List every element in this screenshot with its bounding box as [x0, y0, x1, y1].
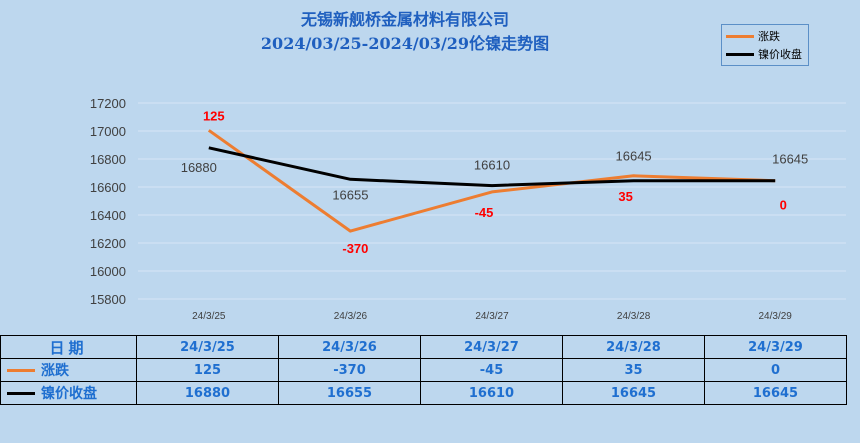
table-swatch-close — [7, 391, 35, 395]
chart-title-line2: 2024/03/25-2024/03/29伦镍走势图 — [260, 34, 550, 53]
table-row-label-text: 涨跌 — [41, 363, 69, 379]
table-date-cell: 24/3/26 — [278, 335, 421, 359]
x-tick-label: 24/3/27 — [475, 311, 509, 322]
table-row-label-change: 涨跌 — [0, 358, 137, 382]
chart-legend: 涨跌 镍价收盘 — [721, 24, 809, 66]
table-header-row: 日期 24/3/25 24/3/26 24/3/27 24/3/28 24/3/… — [0, 335, 847, 359]
x-tick-label: 24/3/28 — [617, 311, 651, 322]
table-date-cell: 24/3/29 — [704, 335, 847, 359]
legend-label-change: 涨跌 — [758, 30, 780, 43]
table-cell: 0 — [704, 358, 847, 382]
series-line-change — [207, 129, 776, 233]
table-cell: 125 — [136, 358, 279, 382]
table-date-cell: 24/3/25 — [136, 335, 279, 359]
table-cell: -370 — [278, 358, 421, 382]
table-cell: 16645 — [704, 381, 847, 405]
legend-item-change: 涨跌 — [726, 28, 780, 44]
table-cell: -45 — [420, 358, 563, 382]
table-date-cell: 24/3/27 — [420, 335, 563, 359]
table-date-cell: 24/3/28 — [562, 335, 705, 359]
data-label-close: 16655 — [332, 187, 368, 202]
x-tick-label: 24/3/26 — [334, 311, 368, 322]
table-row-label-text: 镍价收盘 — [41, 386, 97, 402]
data-label-change: 0 — [780, 198, 787, 213]
y-tick-label: 16000 — [90, 264, 126, 279]
x-tick-label: 24/3/25 — [192, 311, 226, 322]
table-swatch-change — [7, 368, 35, 372]
y-tick-label: 16400 — [90, 208, 126, 223]
table-row-change: 涨跌 125 -370 -45 35 0 — [0, 358, 847, 382]
y-tick-label: 16800 — [90, 152, 126, 167]
data-label-close: 16645 — [772, 152, 808, 167]
series-line-close — [208, 146, 776, 188]
data-label-change: -370 — [342, 241, 368, 256]
x-tick-label: 24/3/29 — [759, 311, 793, 322]
table-row-label-close: 镍价收盘 — [0, 381, 137, 405]
data-label-close: 16880 — [181, 160, 217, 175]
chart-title: 无锡新舰桥金属材料有限公司 2024/03/25-2024/03/29伦镍走势图 — [0, 8, 810, 56]
line-chart: 15800 16000 16200 16400 16600 16800 17000 17200… — [90, 96, 846, 322]
y-tick-label: 15800 — [90, 292, 126, 307]
data-table: 日期 24/3/25 24/3/26 24/3/27 24/3/28 24/3/… — [0, 335, 847, 405]
y-tick-label: 17000 — [90, 124, 126, 139]
y-tick-label: 16200 — [90, 236, 126, 251]
table-header-label: 日期 — [0, 335, 137, 359]
data-label-change: 125 — [203, 108, 225, 123]
data-label-change: -45 — [475, 205, 494, 220]
legend-item-close: 镍价收盘 — [726, 46, 802, 62]
y-tick-label: 16600 — [90, 180, 126, 195]
table-row-close: 镍价收盘 16880 16655 16610 16645 16645 — [0, 381, 847, 405]
table-cell: 16610 — [420, 381, 563, 405]
data-label-close: 16610 — [474, 158, 510, 173]
y-tick-label: 17200 — [90, 96, 126, 111]
table-cell: 16655 — [278, 381, 421, 405]
legend-swatch-close — [726, 52, 754, 56]
table-cell: 16880 — [136, 381, 279, 405]
legend-swatch-change — [726, 34, 754, 38]
data-label-change: 35 — [618, 189, 632, 204]
chart-title-line1: 无锡新舰桥金属材料有限公司 — [300, 10, 509, 29]
legend-label-close: 镍价收盘 — [758, 48, 802, 61]
table-cell: 35 — [562, 358, 705, 382]
data-label-close: 16645 — [616, 149, 652, 164]
table-cell: 16645 — [562, 381, 705, 405]
